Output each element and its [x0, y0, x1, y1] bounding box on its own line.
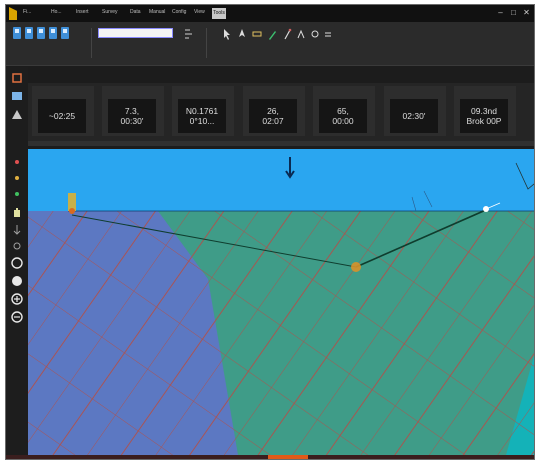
map-viewport[interactable]	[28, 149, 535, 455]
ribbon-button-5[interactable]	[61, 27, 69, 39]
ribbon-input-field[interactable]	[98, 28, 173, 38]
app-window: Fi... Ho... Insert Survey Data Manual Co…	[5, 4, 535, 460]
layers-icon[interactable]	[10, 89, 24, 103]
data-box-line-2: Brok 00P	[466, 116, 502, 126]
info-icon[interactable]	[10, 239, 24, 253]
zoom-in-icon[interactable]	[10, 292, 24, 306]
data-box-line-1: 65,	[337, 106, 349, 116]
data-box-value: 26, 02:07	[249, 99, 297, 133]
menu-view[interactable]: View	[194, 9, 205, 15]
data-box-line-1: ~02:25	[48, 111, 76, 121]
menu-manual[interactable]: Manual	[149, 9, 166, 15]
menu-survey[interactable]: Survey	[102, 9, 118, 15]
mid-waypoint[interactable]	[351, 262, 361, 272]
data-box-line-1: 26,	[267, 106, 279, 116]
data-box-1: ~02:25	[32, 86, 94, 136]
data-box-value: 02:30'	[390, 99, 438, 133]
menu-data[interactable]: Data	[130, 9, 141, 15]
pen-icon[interactable]	[267, 28, 277, 41]
data-box-6: 02:30'	[384, 86, 446, 136]
close-button[interactable]: ✕	[523, 8, 530, 17]
vessel-icon[interactable]	[237, 28, 247, 41]
navigation-data-panel: ~02:25 7.3, 00:30' N0.1761 0°10... 26, 02:0…	[28, 83, 534, 141]
start-waypoint[interactable]	[69, 208, 75, 214]
cursor-icon[interactable]	[222, 28, 232, 41]
measure-icon[interactable]	[296, 28, 306, 41]
data-box-line-2: 0°10...	[189, 116, 215, 126]
ribbon-separator-2	[206, 28, 207, 58]
mast-sketch	[411, 190, 433, 212]
start-marker-icon[interactable]	[68, 193, 76, 211]
menu-config[interactable]: Config	[172, 9, 187, 15]
data-box-line-1: 02:30'	[402, 111, 426, 121]
data-box-line-2: 02:07	[262, 116, 284, 126]
data-box-line-1: N0.1761	[185, 106, 219, 116]
zoom-out-icon[interactable]	[10, 310, 24, 324]
left-toolbar	[6, 67, 28, 459]
vertex-icon[interactable]	[10, 171, 24, 185]
data-box-value: 09.3nd Brok 00P	[460, 99, 508, 133]
menu-insert[interactable]: Insert	[76, 9, 89, 15]
maximize-button[interactable]: □	[511, 8, 516, 17]
data-box-value: N0.1761 0°10...	[178, 99, 226, 133]
menu-file[interactable]: Fi...	[23, 9, 32, 15]
title-bar: Fi... Ho... Insert Survey Data Manual Co…	[6, 5, 534, 22]
ribbon-separator	[91, 28, 92, 58]
minimize-button[interactable]: –	[498, 8, 503, 17]
route-icon[interactable]	[184, 28, 194, 41]
ribbon-button-1[interactable]	[13, 27, 21, 39]
pointer-icon[interactable]	[10, 71, 24, 85]
select-icon[interactable]	[10, 155, 24, 169]
compass-icon[interactable]	[310, 28, 320, 41]
data-box-3: N0.1761 0°10...	[172, 86, 234, 136]
arrow-down-icon[interactable]	[10, 223, 24, 237]
end-waypoint-tick	[485, 202, 501, 210]
ribbon-button-4[interactable]	[49, 27, 57, 39]
data-box-line-1: 09.3nd	[471, 106, 497, 116]
data-box-value: 65, 00:00	[319, 99, 367, 133]
data-box-2: 7.3, 00:30'	[102, 86, 164, 136]
menu-home[interactable]: Ho...	[51, 9, 62, 15]
marker-icon[interactable]	[282, 28, 292, 41]
menu-tools-active[interactable]: Tools	[212, 8, 226, 19]
pin-icon[interactable]	[10, 187, 24, 201]
grid-overlay-2	[28, 211, 534, 455]
ruler-icon[interactable]	[252, 28, 262, 41]
data-box-line-2: 00:00	[332, 116, 354, 126]
ribbon-button-3[interactable]	[37, 27, 45, 39]
scroll-handle[interactable]	[268, 455, 308, 459]
image-icon[interactable]	[10, 107, 24, 121]
sky-area	[28, 149, 534, 211]
data-box-4: 26, 02:07	[243, 86, 305, 136]
route-leg	[355, 208, 489, 268]
settings-icon[interactable]	[323, 28, 333, 41]
zoom-extent-icon[interactable]	[10, 274, 24, 288]
data-box-value: 7.3, 00:30'	[108, 99, 156, 133]
data-box-value: ~02:25	[38, 99, 86, 133]
map-canvas[interactable]	[28, 149, 535, 455]
data-box-line-2: 00:30'	[120, 116, 144, 126]
data-box-7: 09.3nd Brok 00P	[454, 86, 516, 136]
data-box-line-1: 7.3,	[124, 106, 140, 116]
north-arrow-icon	[285, 157, 295, 179]
data-box-5: 65, 00:00	[313, 86, 375, 136]
hand-icon[interactable]	[10, 205, 24, 219]
panel-strip	[28, 141, 534, 146]
bottom-scrollbar[interactable]	[6, 455, 534, 459]
ribbon-button-2[interactable]	[25, 27, 33, 39]
vessel-outline	[515, 162, 534, 190]
ribbon-toolbar	[6, 22, 534, 66]
zoom-window-icon[interactable]	[10, 256, 24, 270]
app-logo-icon	[9, 7, 17, 20]
